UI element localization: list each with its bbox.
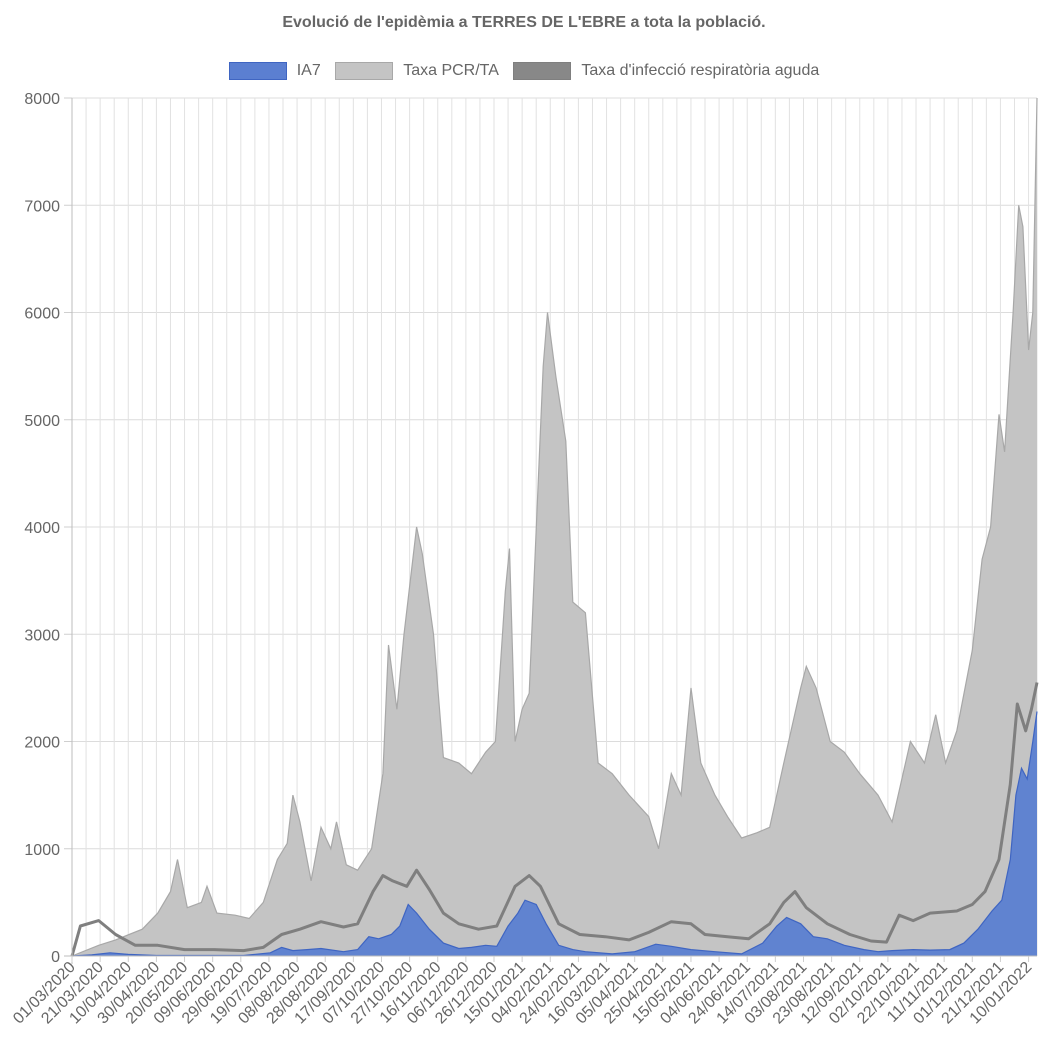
y-tick-label: 6000 (24, 306, 60, 323)
x-tick-label: 08/08/2020 (235, 959, 304, 1028)
x-tick-label: 16/03/2021 (545, 959, 614, 1028)
axis-layer: 0 1000 2000 3000 4000 5000 6000 7000 8000 01/03/2… (10, 91, 1037, 1027)
x-tick-label: 07/10/2020 (320, 959, 389, 1028)
legend-swatch-ia7 (228, 62, 287, 80)
x-tick-label: 22/10/2021 (854, 959, 923, 1028)
x-tick-label: 30/04/2020 (95, 959, 164, 1028)
legend-item-pcr[interactable]: Taxa PCR/TA (335, 62, 499, 80)
x-tick-label: 25/04/2021 (601, 959, 670, 1028)
x-tick-label: 05/04/2021 (573, 959, 642, 1028)
x-tick-label: 19/07/2020 (207, 959, 276, 1028)
x-tick-label: 01/12/2021 (910, 959, 979, 1028)
legend-label-pcr: Taxa PCR/TA (403, 62, 499, 79)
y-tick-label: 7000 (24, 198, 60, 215)
chart-legend: IA7 Taxa PCR/TA Taxa d'infecció respirat… (0, 62, 1048, 85)
legend-swatch-iras (513, 62, 572, 80)
chart-title: Evolució de l'epidèmia a TERRES DE L'EBR… (282, 14, 766, 31)
x-tick-label: 15/05/2021 (629, 959, 698, 1028)
series-outline (71, 711, 1038, 957)
x-tick-label: 11/11/2021 (884, 959, 951, 1026)
x-tick-label: 04/06/2021 (657, 959, 726, 1028)
y-tick-label: 0 (51, 949, 60, 966)
y-tick-label: 5000 (24, 413, 60, 430)
legend-label-iras: Taxa d'infecció respiratòria aguda (581, 62, 820, 79)
x-tick-label: 09/06/2020 (151, 959, 220, 1028)
x-tick-label: 27/10/2020 (348, 959, 417, 1028)
x-tick-label: 26/12/2020 (432, 959, 501, 1028)
legend-label-ia7: IA7 (296, 62, 321, 79)
y-tick-label: 1000 (24, 842, 60, 859)
x-tick-label: 01/03/2020 (10, 959, 79, 1028)
y-tick-label: 2000 (24, 735, 60, 752)
x-tick-label: 10/01/2022 (967, 959, 1036, 1028)
x-tick-label: 04/02/2021 (488, 959, 557, 1028)
x-tick-label: 20/05/2020 (123, 959, 192, 1028)
x-tick-label: 21/03/2020 (38, 959, 107, 1028)
x-tick-label: 06/12/2020 (404, 959, 473, 1028)
x-tick-label: 15/01/2021 (460, 959, 529, 1028)
x-tick-label: 16/11/2020 (377, 959, 445, 1027)
series-line (70, 682, 1039, 957)
x-tick-label: 21/12/2021 (939, 959, 1008, 1028)
x-tick-label: 10/04/2020 (66, 959, 135, 1028)
series-area (72, 98, 1037, 956)
series-outline (71, 97, 1038, 957)
series-1 (71, 97, 1038, 957)
y-tick-label: 4000 (24, 520, 60, 537)
y-tick-label: 8000 (24, 91, 60, 108)
x-tick-label: 24/02/2021 (517, 959, 586, 1028)
grid-layer (71, 97, 1038, 957)
series-0 (71, 711, 1038, 957)
x-tick-label: 14/07/2021 (714, 959, 783, 1028)
series-2 (70, 682, 1039, 957)
legend-item-iras[interactable]: Taxa d'infecció respiratòria aguda (513, 62, 819, 80)
x-tick-label: 03/08/2021 (742, 959, 811, 1028)
x-tick-label: 24/06/2021 (685, 959, 754, 1028)
x-tick-label: 12/09/2021 (798, 959, 867, 1028)
x-tick-label: 17/09/2020 (292, 959, 361, 1028)
x-tick-label: 28/08/2020 (263, 959, 332, 1028)
x-tick-label: 29/06/2020 (179, 959, 248, 1028)
series-layer (70, 97, 1039, 957)
x-tick-label: 23/08/2021 (770, 959, 839, 1028)
series-area (72, 711, 1037, 956)
x-tick-label: 02/10/2021 (826, 959, 895, 1028)
legend-swatch-pcr (335, 62, 394, 80)
legend-item-ia7[interactable]: IA7 (228, 62, 321, 80)
y-tick-label: 3000 (24, 627, 60, 644)
